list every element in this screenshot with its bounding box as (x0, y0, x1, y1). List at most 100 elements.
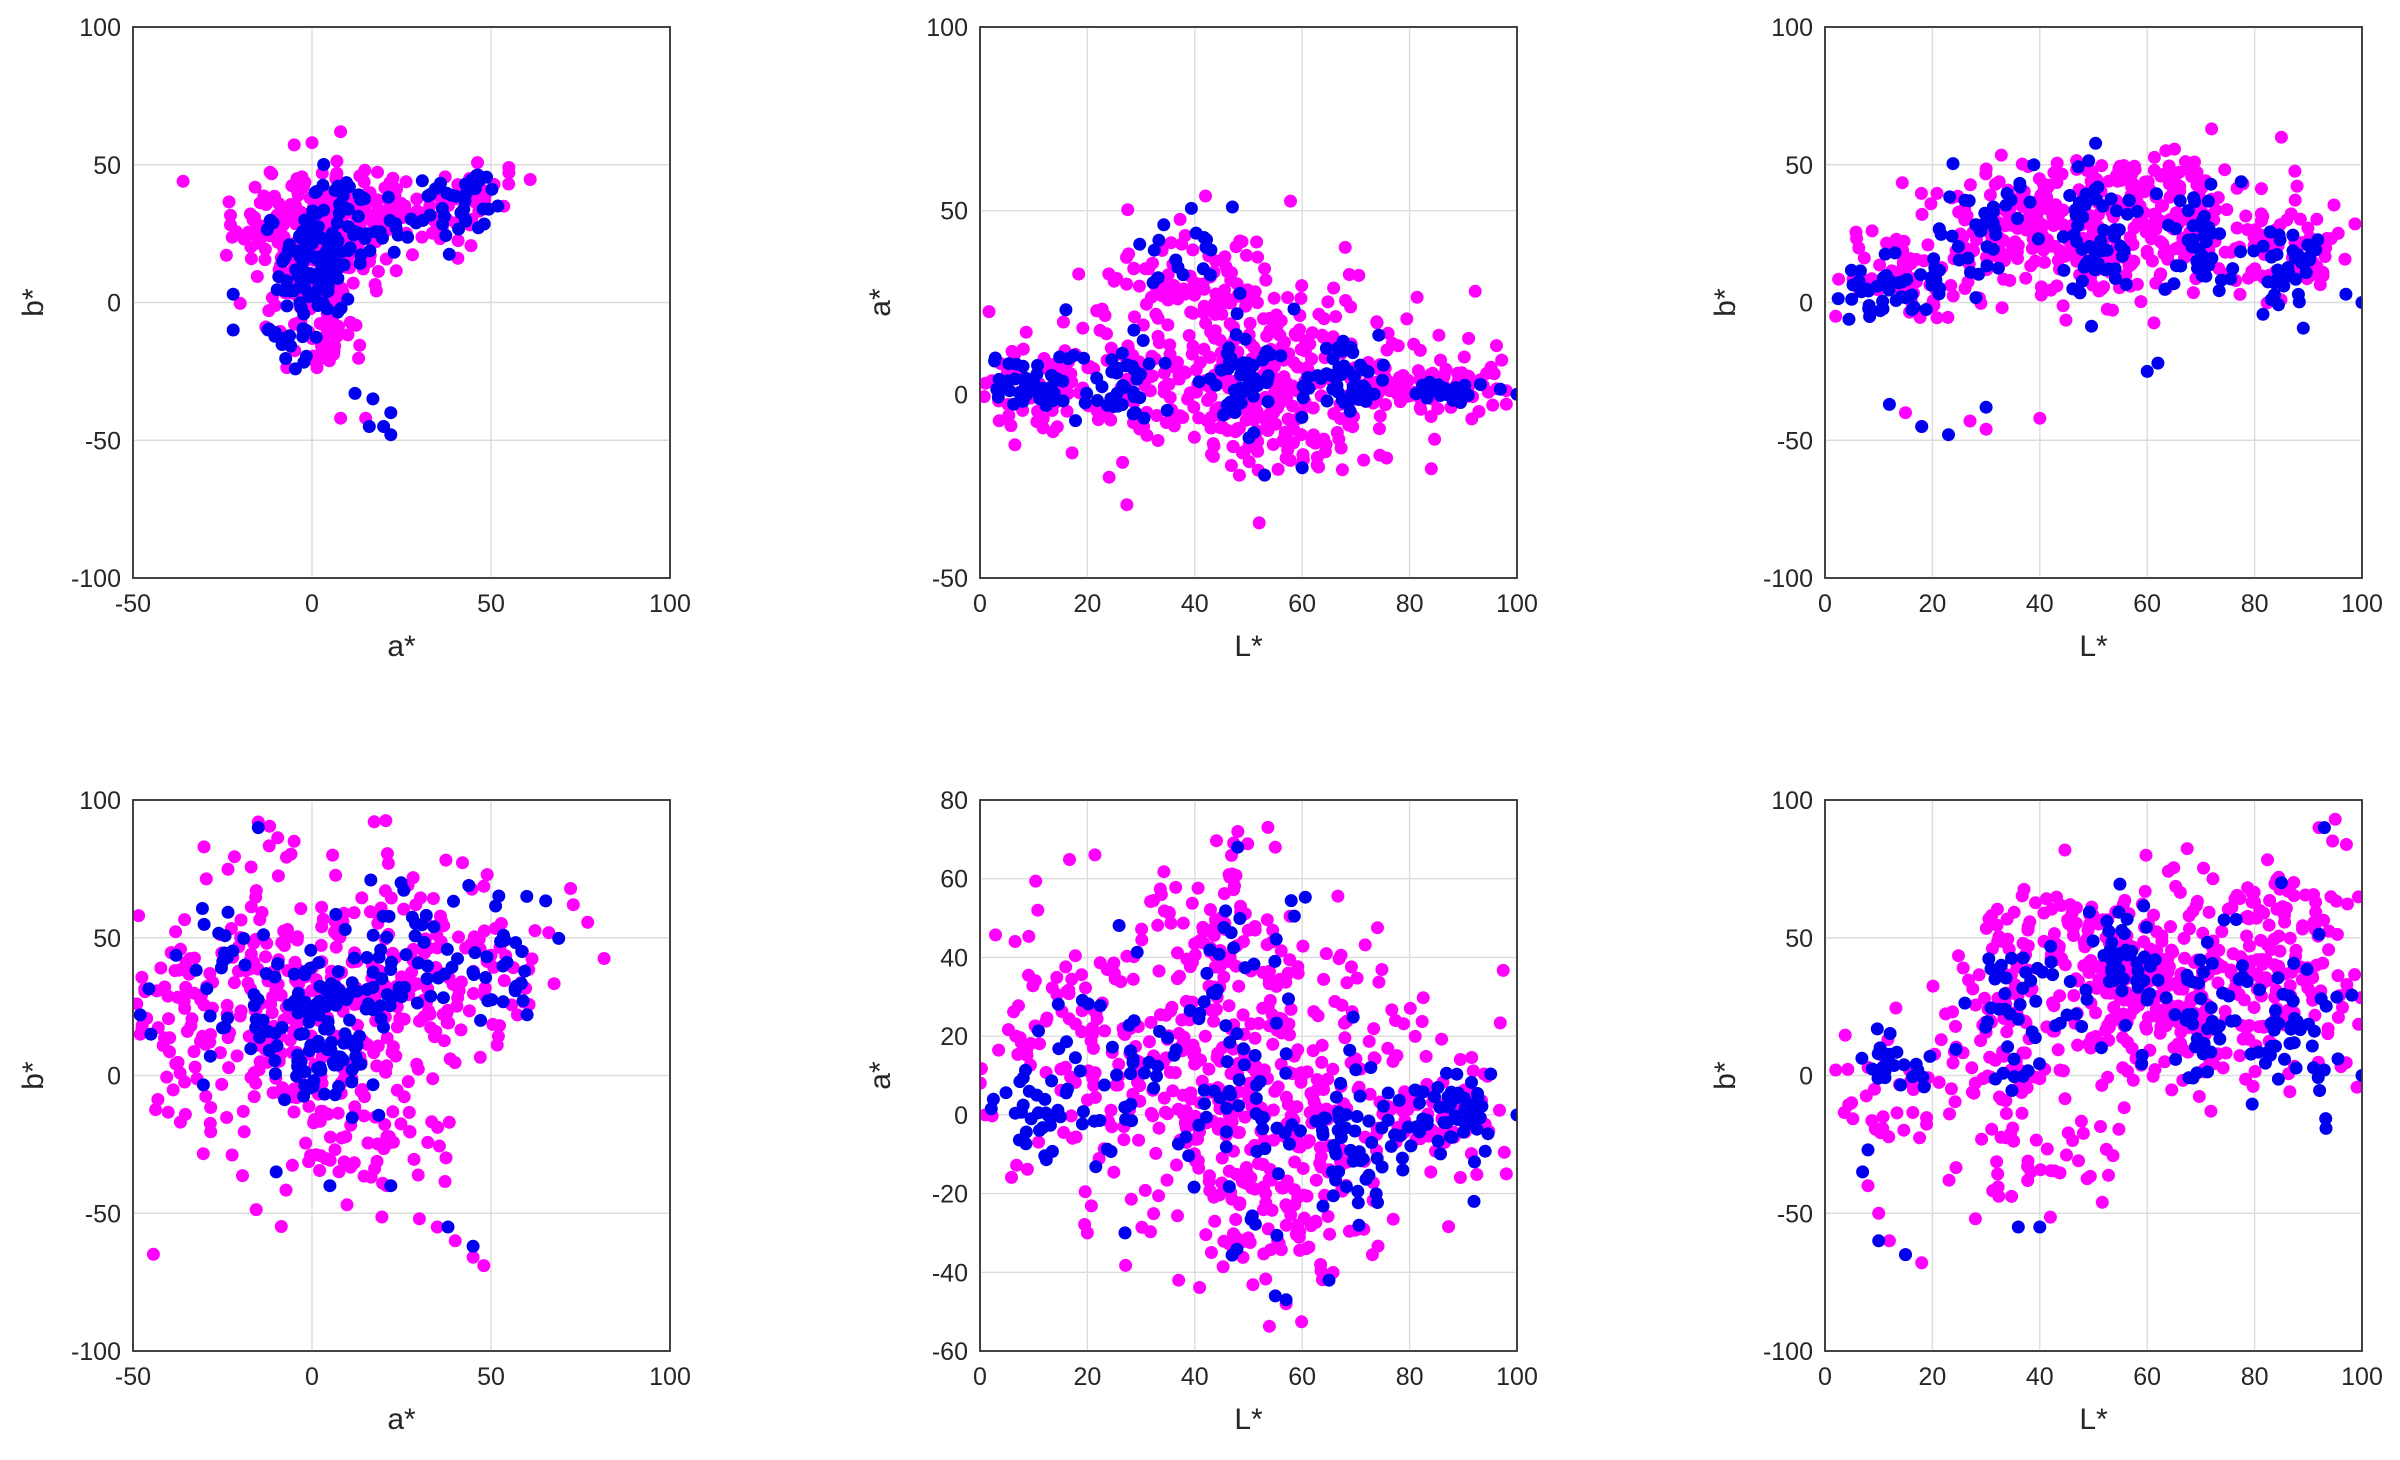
data-point (2130, 204, 2144, 218)
data-point (1030, 1088, 1044, 1102)
data-point (2104, 986, 2118, 1000)
data-point (368, 278, 382, 291)
data-point (1260, 415, 1274, 429)
data-point (289, 263, 303, 277)
data-point (268, 1054, 282, 1068)
data-point (1999, 198, 2013, 212)
data-point (196, 1078, 210, 1092)
data-point (1239, 1161, 1253, 1174)
data-point (1279, 451, 1293, 465)
data-point (2290, 179, 2304, 193)
data-point (1433, 1100, 1447, 1114)
data-point (1914, 268, 1928, 282)
data-point (1120, 498, 1134, 512)
data-point (2033, 1072, 2047, 1086)
data-point (1468, 284, 1482, 298)
data-point (237, 1125, 251, 1139)
data-point (1319, 341, 1333, 355)
data-point (1878, 1071, 1892, 1085)
data-point (1243, 316, 1257, 330)
data-point (133, 909, 146, 923)
data-point (393, 1012, 407, 1025)
data-point (1187, 400, 1201, 414)
data-point (525, 952, 539, 966)
data-point (2050, 156, 2064, 170)
data-point (284, 284, 298, 298)
data-point (1246, 1278, 1260, 1292)
data-point (2115, 984, 2129, 998)
data-point (2226, 262, 2240, 276)
data-point (1964, 265, 1977, 279)
data-point (2201, 194, 2215, 208)
y-axis-label: b* (17, 1061, 50, 1090)
data-point (1124, 1067, 1137, 1081)
data-point (2181, 1008, 2195, 1022)
data-point (1061, 1082, 1074, 1096)
data-point (2040, 190, 2054, 204)
data-point (1149, 1146, 1163, 1160)
data-point (1481, 1127, 1495, 1141)
data-point (1214, 363, 1228, 377)
data-point (1326, 1189, 1340, 1203)
data-point (324, 977, 338, 991)
data-point (337, 258, 351, 272)
data-point (309, 330, 323, 344)
data-point (477, 217, 491, 231)
data-point (1923, 1049, 1937, 1063)
data-point (1090, 394, 1104, 407)
y-tick-label: 50 (93, 925, 121, 953)
data-point (2007, 905, 2021, 919)
data-point (451, 234, 465, 248)
data-point (381, 856, 395, 870)
data-point (2216, 986, 2230, 1000)
data-point (2016, 951, 2030, 965)
data-point (133, 1027, 147, 1041)
data-point (425, 1115, 439, 1129)
data-point (1108, 972, 1122, 986)
data-point (234, 913, 248, 927)
data-point (1064, 1070, 1078, 1084)
data-point (1218, 250, 1232, 264)
data-point (1331, 385, 1345, 399)
data-point (1231, 1125, 1245, 1139)
data-point (2307, 916, 2321, 929)
y-tick-label: 0 (107, 1063, 121, 1091)
y-tick-label: 100 (79, 787, 121, 815)
data-point (399, 175, 413, 189)
data-point (1321, 295, 1335, 309)
data-point (176, 174, 190, 188)
data-point (1339, 294, 1353, 307)
data-point (1185, 955, 1199, 969)
data-point (1309, 1173, 1323, 1187)
data-point (1495, 353, 1509, 367)
data-point (1171, 1209, 1184, 1223)
data-point (542, 926, 556, 940)
data-point (1941, 310, 1955, 324)
data-point (1999, 971, 2013, 985)
data-point (1958, 996, 1972, 1010)
data-point (1093, 1114, 1107, 1127)
data-point (215, 1077, 229, 1091)
data-point (432, 1139, 446, 1153)
data-point (1304, 1219, 1318, 1233)
data-point (2322, 924, 2336, 938)
data-point (2032, 172, 2046, 186)
data-point (1192, 411, 1206, 425)
data-point (1842, 1098, 1856, 1112)
data-point (1829, 309, 1843, 323)
data-point (1107, 1165, 1121, 1179)
data-point (221, 862, 235, 876)
data-point (280, 207, 294, 221)
data-point (411, 1062, 425, 1076)
data-point (2150, 187, 2163, 201)
data-point (1214, 306, 1228, 320)
data-point (268, 189, 281, 203)
data-point (1409, 387, 1423, 401)
data-point (285, 1158, 299, 1172)
data-point (263, 819, 277, 833)
data-point (1979, 400, 1993, 414)
data-point (375, 972, 389, 986)
data-point (330, 216, 344, 230)
data-point (1209, 378, 1223, 392)
data-point (2205, 956, 2219, 970)
